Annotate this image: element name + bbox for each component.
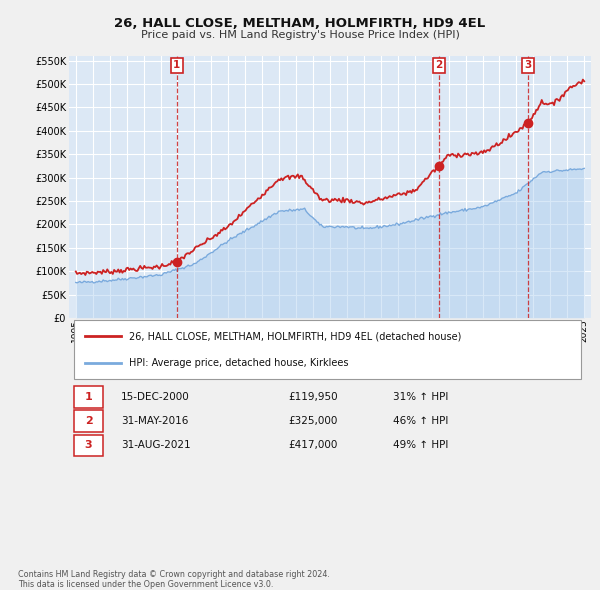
- Text: 31-MAY-2016: 31-MAY-2016: [121, 416, 188, 426]
- Text: HPI: Average price, detached house, Kirklees: HPI: Average price, detached house, Kirk…: [129, 358, 349, 368]
- Bar: [74, 386, 103, 408]
- Text: 31% ↑ HPI: 31% ↑ HPI: [392, 392, 448, 402]
- Text: 15-DEC-2000: 15-DEC-2000: [121, 392, 190, 402]
- Text: £325,000: £325,000: [288, 416, 338, 426]
- Text: 26, HALL CLOSE, MELTHAM, HOLMFIRTH, HD9 4EL (detached house): 26, HALL CLOSE, MELTHAM, HOLMFIRTH, HD9 …: [129, 331, 461, 341]
- Text: 1: 1: [173, 60, 181, 70]
- Text: £417,000: £417,000: [288, 441, 338, 450]
- Text: 3: 3: [85, 441, 92, 450]
- Text: 49% ↑ HPI: 49% ↑ HPI: [392, 441, 448, 450]
- Text: Price paid vs. HM Land Registry's House Price Index (HPI): Price paid vs. HM Land Registry's House …: [140, 30, 460, 40]
- Bar: [74, 320, 581, 379]
- Text: 26, HALL CLOSE, MELTHAM, HOLMFIRTH, HD9 4EL: 26, HALL CLOSE, MELTHAM, HOLMFIRTH, HD9 …: [115, 17, 485, 30]
- Bar: [74, 411, 103, 432]
- Bar: [74, 435, 103, 456]
- Text: 46% ↑ HPI: 46% ↑ HPI: [392, 416, 448, 426]
- Text: 3: 3: [524, 60, 532, 70]
- Text: 2: 2: [435, 60, 442, 70]
- Text: Contains HM Land Registry data © Crown copyright and database right 2024.
This d: Contains HM Land Registry data © Crown c…: [18, 570, 330, 589]
- Text: £119,950: £119,950: [288, 392, 338, 402]
- Text: 2: 2: [85, 416, 92, 426]
- Text: 31-AUG-2021: 31-AUG-2021: [121, 441, 191, 450]
- Text: 1: 1: [85, 392, 92, 402]
